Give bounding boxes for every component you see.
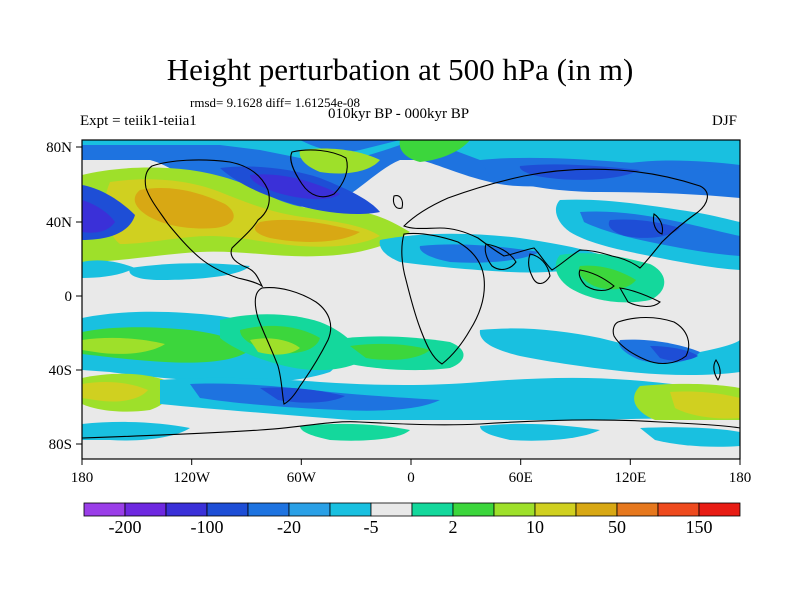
colorbar-label: 2 [448,517,458,537]
x-tick-label: 120E [614,470,646,486]
x-tick-label: 180 [71,470,94,486]
colorbar-label: -200 [108,517,142,537]
axis-ticks [76,146,741,465]
colorbar-swatch [452,502,495,517]
x-tick-label: 60E [509,470,533,486]
colorbar-swatch [534,502,577,517]
colorbar-label: 150 [685,517,713,537]
colorbar-swatch [616,502,659,517]
y-tick-labels: 80N 40N 0 40S 80S [46,140,72,453]
period-label: 010kyr BP - 000kyr BP [328,106,470,122]
colorbar-swatch [698,502,741,517]
x-tick-labels: 180 120W 60W 0 60E 120E 180 [71,470,752,486]
colorbar-swatch [165,502,208,517]
colorbar [83,502,741,517]
colorbar-swatch [247,502,290,517]
colorbar-swatch [411,502,454,517]
colorbar-swatch [493,502,536,517]
colorbar-label: -5 [363,517,379,537]
colorbar-swatch [124,502,167,517]
x-tick-label: 180 [729,470,752,486]
colorbar-swatch [575,502,618,517]
colorbar-label: -20 [277,517,301,537]
x-tick-label: 60W [287,470,317,486]
colorbar-label: 50 [608,517,626,537]
x-tick-label: 120W [173,470,211,486]
y-tick-label: 40N [46,215,72,231]
colorbar-swatch [370,502,413,517]
height-perturbation-field [82,140,740,459]
x-tick-label: 0 [407,470,415,486]
coastlines [82,149,740,439]
colorbar-swatch [288,502,331,517]
colorbar-swatch [657,502,700,517]
colorbar-swatch [83,502,126,517]
season-label: DJF [712,113,738,129]
experiment-label: Expt = teiik1-teiia1 [80,113,197,129]
colorbar-label: 10 [526,517,544,537]
y-tick-label: 0 [65,289,73,305]
colorbar-swatch [206,502,249,517]
y-tick-label: 40S [49,363,72,379]
y-tick-label: 80S [49,437,72,453]
colorbar-label: -100 [190,517,224,537]
stats-line: rmsd= 9.1628 diff= 1.61254e-08 [190,95,361,110]
plot-title: Height perturbation at 500 hPa (in m) [166,52,634,87]
colorbar-swatch [329,502,372,517]
y-tick-label: 80N [46,140,72,156]
